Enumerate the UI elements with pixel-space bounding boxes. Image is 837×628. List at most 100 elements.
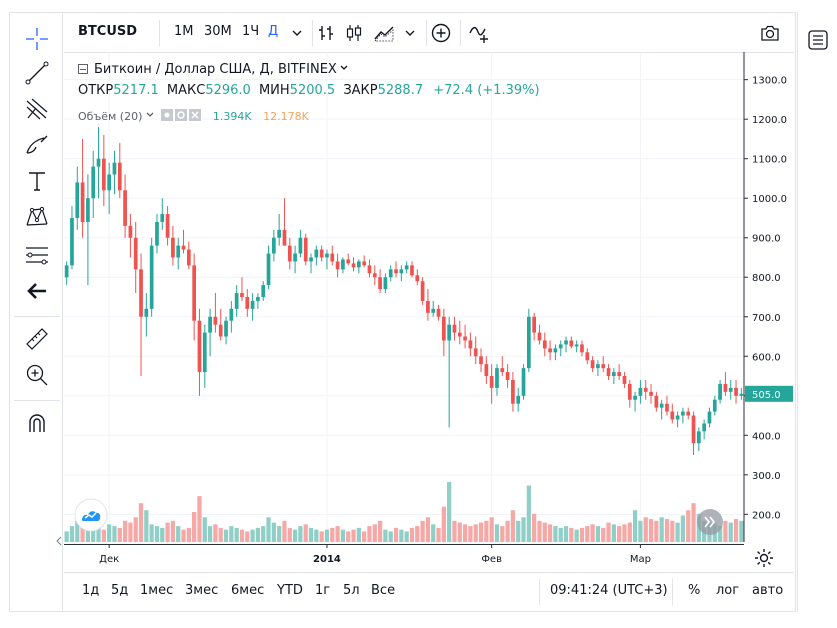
text-tool-icon[interactable] bbox=[24, 168, 50, 194]
candle-body bbox=[643, 387, 648, 392]
open-value: 5217.1 bbox=[113, 83, 159, 98]
candle-body bbox=[176, 245, 181, 258]
add-indicator-icon[interactable] bbox=[430, 22, 452, 44]
eye-icon[interactable] bbox=[161, 109, 174, 121]
crosshair-icon[interactable] bbox=[24, 26, 50, 52]
scroll-to-realtime-button[interactable] bbox=[696, 508, 724, 536]
range-ytd[interactable]: YTD bbox=[277, 583, 303, 598]
gear-icon[interactable] bbox=[752, 546, 776, 570]
price-chart[interactable]: 1300.0 1200.0 1100.0 1000.0 900.0 800.0 700.0 6… bbox=[64, 52, 794, 542]
prediction-measure-icon[interactable] bbox=[24, 242, 50, 268]
volume-bar bbox=[601, 527, 606, 542]
volume-bar bbox=[632, 510, 638, 542]
volume-bar bbox=[218, 527, 223, 542]
candle-body bbox=[441, 316, 446, 341]
candle-body bbox=[128, 225, 133, 238]
timeframe-day[interactable]: Д bbox=[268, 24, 279, 39]
volume-bar bbox=[415, 526, 420, 542]
range-all[interactable]: Все bbox=[371, 583, 396, 598]
volume-bar bbox=[648, 519, 654, 542]
close-icon[interactable] bbox=[189, 109, 202, 121]
candle-body bbox=[479, 356, 483, 365]
candle-body bbox=[606, 368, 611, 377]
log-scale-button[interactable]: лог bbox=[716, 583, 740, 598]
symbol-search-button[interactable]: BTCUSD bbox=[78, 24, 138, 39]
range-1y[interactable]: 1г bbox=[315, 583, 331, 598]
candle-body bbox=[691, 415, 696, 444]
pitchfork-icon[interactable] bbox=[24, 96, 50, 122]
candle-body bbox=[165, 214, 170, 238]
range-6m[interactable]: 6мес bbox=[231, 583, 265, 598]
volume-legend: Объём (20) 1.394K 12.178K bbox=[78, 108, 309, 123]
candle-body bbox=[346, 259, 351, 264]
arrow-left-icon[interactable] bbox=[24, 278, 50, 304]
zoom-in-icon[interactable] bbox=[24, 362, 50, 388]
volume-bar bbox=[563, 526, 569, 542]
candles-style-icon[interactable] bbox=[343, 22, 365, 44]
volume-bar bbox=[154, 526, 160, 542]
auto-scale-button[interactable]: авто bbox=[752, 583, 784, 598]
magnet-icon[interactable] bbox=[24, 410, 50, 436]
candle-body bbox=[457, 332, 462, 337]
range-5d[interactable]: 5д bbox=[111, 583, 129, 598]
bars-style-icon[interactable] bbox=[315, 22, 337, 44]
camera-icon[interactable] bbox=[759, 22, 781, 44]
range-5y[interactable]: 5л bbox=[343, 583, 360, 598]
chevron-down-icon[interactable] bbox=[339, 63, 349, 73]
candle-body bbox=[431, 308, 436, 313]
bottom-toolbar: 1д 5д 1мес 3мес 6мес YTD 1г 5л Все 09:41… bbox=[64, 572, 794, 611]
volume-bar bbox=[298, 526, 303, 542]
chevron-down-icon[interactable] bbox=[399, 22, 421, 44]
candle-body bbox=[649, 391, 653, 396]
chevron-left-icon[interactable] bbox=[56, 536, 62, 546]
range-1m[interactable]: 1мес bbox=[140, 583, 174, 598]
candle-body bbox=[378, 277, 382, 290]
candle-body bbox=[500, 368, 505, 373]
candle-body bbox=[712, 399, 717, 412]
candle-body bbox=[558, 344, 563, 349]
time-axis[interactable]: Дек2014ФевМарАпр bbox=[64, 544, 744, 570]
volume-label[interactable]: Объём (20) bbox=[78, 110, 143, 123]
volume-bar bbox=[346, 531, 351, 542]
chevron-down-icon[interactable] bbox=[286, 22, 308, 44]
trend-line-icon[interactable] bbox=[24, 60, 50, 86]
settings-icon[interactable] bbox=[175, 109, 188, 121]
candle-body bbox=[617, 372, 622, 377]
candle-body bbox=[133, 237, 138, 270]
timeframe-30m[interactable]: 30M bbox=[204, 24, 232, 39]
candle-body bbox=[410, 265, 414, 276]
volume-bar bbox=[250, 529, 255, 542]
volume-bar bbox=[303, 524, 308, 542]
volume-bar bbox=[675, 522, 680, 542]
compare-symbol-icon[interactable] bbox=[468, 22, 490, 44]
pattern-icon[interactable] bbox=[24, 204, 50, 230]
candle-body bbox=[447, 324, 452, 341]
volume-bar bbox=[431, 524, 436, 542]
price-tick-label: 600.0 bbox=[752, 352, 781, 363]
chevron-down-icon[interactable] bbox=[145, 110, 155, 120]
low-value: 5200.5 bbox=[289, 83, 336, 98]
watchlist-icon[interactable] bbox=[806, 28, 830, 52]
candle-body bbox=[415, 275, 420, 282]
percent-scale-button[interactable]: % bbox=[688, 583, 701, 598]
area-style-icon[interactable] bbox=[373, 22, 395, 44]
time-tick-label: Фев bbox=[481, 554, 502, 565]
ruler-icon[interactable] bbox=[24, 326, 50, 352]
volume-bar bbox=[128, 522, 133, 542]
range-3m[interactable]: 3мес bbox=[185, 583, 219, 598]
candle-body bbox=[734, 387, 738, 396]
timeframe-1m[interactable]: 1M bbox=[174, 24, 194, 39]
candle-body bbox=[633, 395, 637, 400]
volume-bar bbox=[733, 519, 739, 542]
timeframe-1h[interactable]: 1Ч bbox=[242, 24, 260, 39]
range-1d[interactable]: 1д bbox=[82, 583, 100, 598]
time-tick-label: 2014 bbox=[313, 554, 341, 565]
candle-body bbox=[293, 253, 297, 262]
candle-body bbox=[123, 190, 127, 226]
collapse-icon[interactable] bbox=[78, 64, 88, 74]
brush-icon[interactable] bbox=[24, 132, 50, 158]
clock[interactable]: 09:41:24 (UTC+3) bbox=[550, 583, 668, 598]
volume-bar bbox=[670, 520, 675, 542]
tradingview-logo[interactable] bbox=[74, 498, 108, 532]
candle-body bbox=[723, 383, 728, 392]
